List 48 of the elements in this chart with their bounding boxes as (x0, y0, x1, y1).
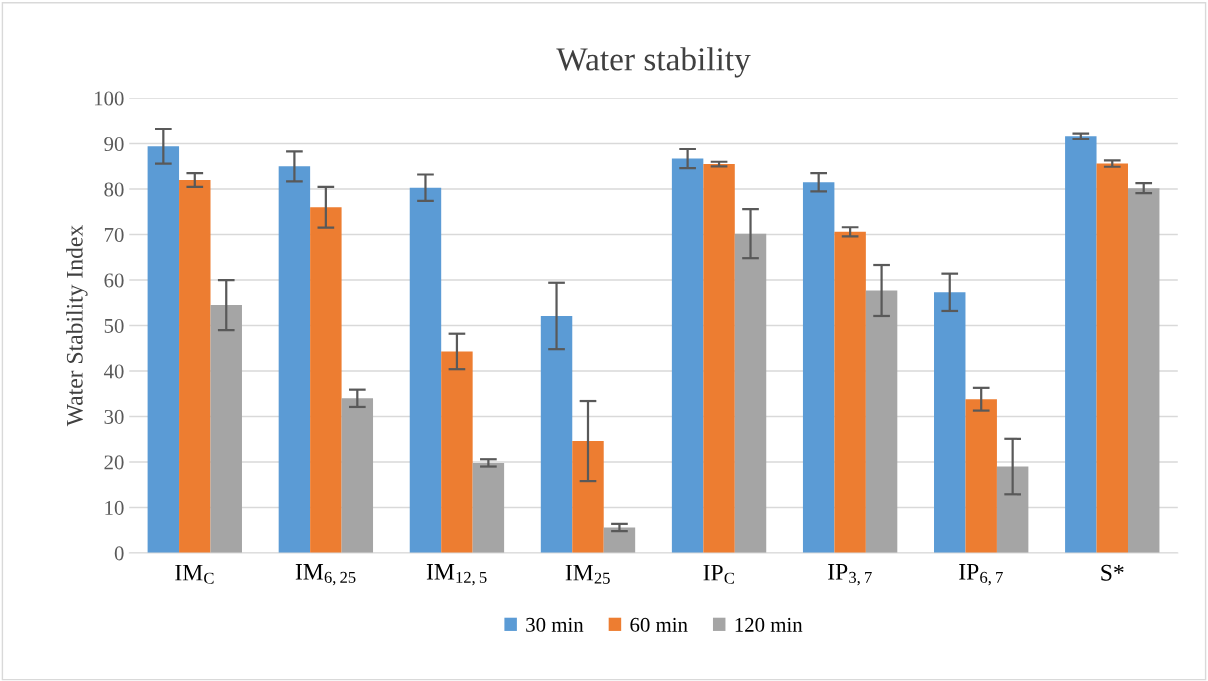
bar (409, 187, 442, 553)
y-tick-label: 0 (114, 546, 124, 561)
bar (278, 166, 311, 553)
legend-label: 60 min (630, 617, 688, 632)
y-tick-label: 100 (94, 91, 124, 106)
bar (1127, 188, 1160, 553)
bar (996, 466, 1029, 553)
bar (441, 351, 473, 553)
x-tick-label: IM$_{25}$ (565, 564, 610, 584)
legend-label: 30 min (526, 617, 584, 632)
y-tick-label: 80 (104, 182, 124, 197)
x-tick-label: IP$_{C}$ (703, 564, 734, 584)
bar (965, 399, 997, 553)
bar (603, 527, 636, 553)
x-tick-label: IP$_{6,7}$ (959, 564, 1003, 586)
bar (834, 231, 866, 553)
bar (802, 182, 835, 553)
legend-label: 120 min (735, 617, 803, 632)
y-tick-label: 40 (103, 364, 124, 379)
bar (341, 398, 374, 553)
y-tick-label: 90 (104, 136, 124, 151)
y-tick-label: 10 (105, 500, 124, 515)
x-tick-label: S* (1101, 564, 1124, 581)
bar (572, 441, 604, 553)
x-tick-label: IM$_{12,5}$ (426, 564, 487, 586)
bar (734, 233, 767, 553)
x-tick-label: IP$_{3,7}$ (828, 564, 872, 586)
bar (671, 158, 704, 553)
bar (540, 315, 573, 553)
y-axis-title: Water Stability Index (66, 225, 88, 427)
y-tick-label: 20 (104, 455, 124, 470)
bar (703, 164, 735, 553)
bar (865, 290, 898, 553)
bar (472, 462, 505, 553)
x-tick-label: IM$_{C}$ (175, 564, 214, 584)
bar (310, 207, 342, 553)
bar (179, 179, 211, 553)
bar (934, 292, 966, 553)
bar (147, 146, 180, 553)
bar (1065, 136, 1097, 553)
x-tick-label: IM$_{6,25}$ (295, 564, 356, 586)
y-tick-label: 60 (104, 273, 124, 288)
chart-title: Water stability (556, 47, 751, 78)
bar (1096, 163, 1128, 553)
y-tick-label: 50 (104, 318, 124, 333)
bar (210, 305, 242, 553)
y-tick-label: 70 (104, 227, 124, 242)
y-tick-label: 30 (104, 409, 124, 424)
